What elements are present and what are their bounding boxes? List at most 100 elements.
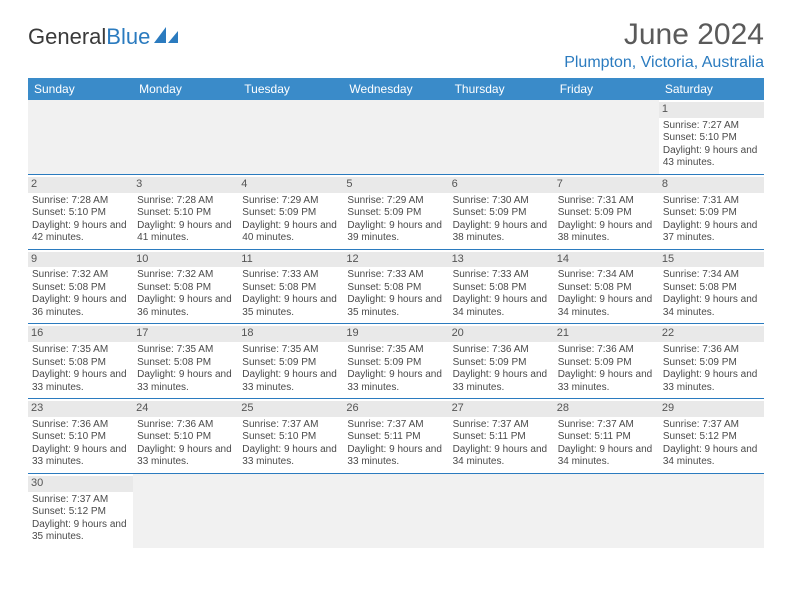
location: Plumpton, Victoria, Australia bbox=[564, 54, 764, 72]
day-text: Sunrise: 7:35 AMSunset: 5:09 PMDaylight:… bbox=[347, 344, 444, 394]
calendar-head: SundayMondayTuesdayWednesdayThursdayFrid… bbox=[28, 78, 764, 100]
day-number: 7 bbox=[554, 177, 659, 193]
day-cell: 16 Sunrise: 7:35 AMSunset: 5:08 PMDayligh… bbox=[28, 324, 133, 399]
logo: GeneralBlue bbox=[28, 24, 180, 50]
day-cell: 24Sunrise: 7:36 AMSunset: 5:10 PMDayligh… bbox=[133, 399, 238, 474]
day-text: Sunrise: 7:30 AMSunset: 5:09 PMDaylight:… bbox=[453, 195, 550, 245]
day-number: 5 bbox=[343, 177, 448, 193]
day-cell: 15Sunrise: 7:34 AMSunset: 5:08 PMDayligh… bbox=[659, 249, 764, 324]
day-cell: 3 Sunrise: 7:28 AMSunset: 5:10 PMDaylight… bbox=[133, 174, 238, 249]
empty-cell bbox=[28, 100, 133, 174]
day-text: Sunrise: 7:37 AMSunset: 5:11 PMDaylight:… bbox=[453, 419, 550, 469]
day-text: Sunrise: 7:37 AMSunset: 5:11 PMDaylight:… bbox=[558, 419, 655, 469]
day-number: 6 bbox=[449, 177, 554, 193]
day-cell: 4Sunrise: 7:29 AMSunset: 5:09 PMDaylight… bbox=[238, 174, 343, 249]
logo-word2: Blue bbox=[106, 24, 150, 49]
day-number: 29 bbox=[659, 401, 764, 417]
day-number: 22 bbox=[659, 326, 764, 342]
day-number: 18 bbox=[238, 326, 343, 342]
day-number: 20 bbox=[449, 326, 554, 342]
day-number: 8 bbox=[659, 177, 764, 193]
empty-cell bbox=[554, 473, 659, 547]
week-row: 9Sunrise: 7:32 AMSunset: 5:08 PMDaylight… bbox=[28, 249, 764, 324]
day-text: Sunrise: 7:37 AMSunset: 5:10 PMDaylight:… bbox=[242, 419, 339, 469]
empty-cell bbox=[133, 473, 238, 547]
empty-cell bbox=[133, 100, 238, 174]
day-header: Monday bbox=[133, 78, 238, 100]
calendar-body: 1 Sunrise: 7:27 AMSunset: 5:10 PMDaylight… bbox=[28, 100, 764, 548]
day-text: Sunrise: 7:28 AMSunset: 5:10 PMDaylight:… bbox=[137, 195, 234, 245]
day-number: 16 bbox=[28, 326, 133, 342]
day-number: 14 bbox=[554, 252, 659, 268]
day-text: Sunrise: 7:36 AMSunset: 5:09 PMDaylight:… bbox=[453, 344, 550, 394]
day-number: 11 bbox=[238, 252, 343, 268]
calendar-table: SundayMondayTuesdayWednesdayThursdayFrid… bbox=[28, 78, 764, 548]
day-number: 10 bbox=[133, 252, 238, 268]
day-header: Saturday bbox=[659, 78, 764, 100]
day-number: 19 bbox=[343, 326, 448, 342]
day-text: Sunrise: 7:35 AMSunset: 5:09 PMDaylight:… bbox=[242, 344, 339, 394]
day-cell: 27Sunrise: 7:37 AMSunset: 5:11 PMDayligh… bbox=[449, 399, 554, 474]
day-text: Sunrise: 7:34 AMSunset: 5:08 PMDaylight:… bbox=[558, 269, 655, 319]
day-text: Sunrise: 7:36 AMSunset: 5:09 PMDaylight:… bbox=[663, 344, 760, 394]
month-title: June 2024 bbox=[564, 18, 764, 52]
day-cell: 8Sunrise: 7:31 AMSunset: 5:09 PMDaylight… bbox=[659, 174, 764, 249]
week-row: 30Sunrise: 7:37 AMSunset: 5:12 PMDayligh… bbox=[28, 473, 764, 547]
day-text: Sunrise: 7:28 AMSunset: 5:10 PMDaylight:… bbox=[32, 195, 129, 245]
day-number: 4 bbox=[238, 177, 343, 193]
day-text: Sunrise: 7:34 AMSunset: 5:08 PMDaylight:… bbox=[663, 269, 760, 319]
day-number: 13 bbox=[449, 252, 554, 268]
day-number: 25 bbox=[238, 401, 343, 417]
week-row: 2Sunrise: 7:28 AMSunset: 5:10 PMDaylight… bbox=[28, 174, 764, 249]
day-cell: 7 Sunrise: 7:31 AMSunset: 5:09 PMDaylight… bbox=[554, 174, 659, 249]
day-cell: 26 Sunrise: 7:37 AMSunset: 5:11 PMDayligh… bbox=[343, 399, 448, 474]
day-cell: 21 Sunrise: 7:36 AMSunset: 5:09 PMDayligh… bbox=[554, 324, 659, 399]
empty-cell bbox=[554, 100, 659, 174]
sail-icon bbox=[152, 25, 180, 50]
day-text: Sunrise: 7:35 AMSunset: 5:08 PMDaylight:… bbox=[32, 344, 129, 394]
day-text: Sunrise: 7:35 AMSunset: 5:08 PMDaylight:… bbox=[137, 344, 234, 394]
day-text: Sunrise: 7:37 AMSunset: 5:11 PMDaylight:… bbox=[347, 419, 444, 469]
day-cell: 19 Sunrise: 7:35 AMSunset: 5:09 PMDayligh… bbox=[343, 324, 448, 399]
day-header-row: SundayMondayTuesdayWednesdayThursdayFrid… bbox=[28, 78, 764, 100]
day-text: Sunrise: 7:31 AMSunset: 5:09 PMDaylight:… bbox=[558, 195, 655, 245]
day-number: 17 bbox=[133, 326, 238, 342]
day-text: Sunrise: 7:33 AMSunset: 5:08 PMDaylight:… bbox=[242, 269, 339, 319]
day-cell: 5 Sunrise: 7:29 AMSunset: 5:09 PMDaylight… bbox=[343, 174, 448, 249]
day-text: Sunrise: 7:36 AMSunset: 5:10 PMDaylight:… bbox=[32, 419, 129, 469]
day-cell: 22 Sunrise: 7:36 AMSunset: 5:09 PMDayligh… bbox=[659, 324, 764, 399]
day-text: Sunrise: 7:32 AMSunset: 5:08 PMDaylight:… bbox=[137, 269, 234, 319]
day-number: 21 bbox=[554, 326, 659, 342]
day-cell: 10Sunrise: 7:32 AMSunset: 5:08 PMDayligh… bbox=[133, 249, 238, 324]
day-cell: 20 Sunrise: 7:36 AMSunset: 5:09 PMDayligh… bbox=[449, 324, 554, 399]
day-text: Sunrise: 7:27 AMSunset: 5:10 PMDaylight:… bbox=[663, 120, 760, 170]
day-number: 1 bbox=[659, 102, 764, 118]
empty-cell bbox=[238, 100, 343, 174]
day-cell: 23 Sunrise: 7:36 AMSunset: 5:10 PMDayligh… bbox=[28, 399, 133, 474]
day-number: 26 bbox=[343, 401, 448, 417]
day-number: 9 bbox=[28, 252, 133, 268]
day-number: 15 bbox=[659, 252, 764, 268]
day-cell: 25 Sunrise: 7:37 AMSunset: 5:10 PMDayligh… bbox=[238, 399, 343, 474]
day-number: 24 bbox=[133, 401, 238, 417]
logo-text: GeneralBlue bbox=[28, 24, 150, 50]
day-cell: 14Sunrise: 7:34 AMSunset: 5:08 PMDayligh… bbox=[554, 249, 659, 324]
header: GeneralBlue June 2024 Plumpton, Victoria… bbox=[28, 18, 764, 72]
day-header: Tuesday bbox=[238, 78, 343, 100]
day-cell: 2Sunrise: 7:28 AMSunset: 5:10 PMDaylight… bbox=[28, 174, 133, 249]
day-text: Sunrise: 7:36 AMSunset: 5:09 PMDaylight:… bbox=[558, 344, 655, 394]
day-header: Wednesday bbox=[343, 78, 448, 100]
day-cell: 18 Sunrise: 7:35 AMSunset: 5:09 PMDayligh… bbox=[238, 324, 343, 399]
empty-cell bbox=[449, 473, 554, 547]
day-number: 30 bbox=[28, 476, 133, 492]
day-text: Sunrise: 7:29 AMSunset: 5:09 PMDaylight:… bbox=[347, 195, 444, 245]
day-number: 23 bbox=[28, 401, 133, 417]
logo-word1: General bbox=[28, 24, 106, 49]
day-number: 12 bbox=[343, 252, 448, 268]
day-cell: 13Sunrise: 7:33 AMSunset: 5:08 PMDayligh… bbox=[449, 249, 554, 324]
day-number: 3 bbox=[133, 177, 238, 193]
day-cell: 12Sunrise: 7:33 AMSunset: 5:08 PMDayligh… bbox=[343, 249, 448, 324]
empty-cell bbox=[343, 473, 448, 547]
day-cell: 29Sunrise: 7:37 AMSunset: 5:12 PMDayligh… bbox=[659, 399, 764, 474]
empty-cell bbox=[449, 100, 554, 174]
